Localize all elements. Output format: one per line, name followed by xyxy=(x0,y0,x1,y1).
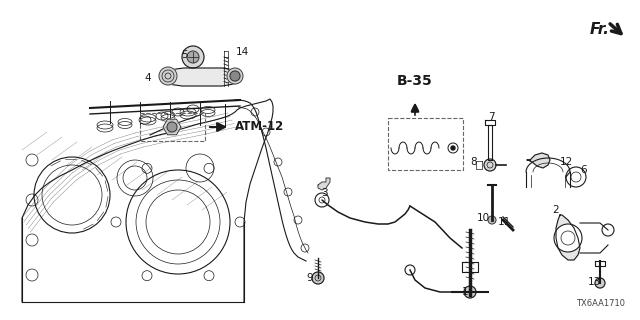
Polygon shape xyxy=(163,119,181,135)
Text: 1: 1 xyxy=(461,287,468,297)
Circle shape xyxy=(230,71,240,81)
Circle shape xyxy=(464,286,476,298)
Text: 11: 11 xyxy=(497,217,511,227)
Text: 7: 7 xyxy=(488,112,494,122)
Text: 12: 12 xyxy=(559,157,573,167)
Text: 13: 13 xyxy=(588,277,600,287)
Text: 6: 6 xyxy=(580,165,588,175)
Circle shape xyxy=(488,216,496,224)
Circle shape xyxy=(595,278,605,288)
Polygon shape xyxy=(527,153,550,168)
Bar xyxy=(140,113,205,141)
Circle shape xyxy=(227,68,243,84)
Circle shape xyxy=(451,146,455,150)
Circle shape xyxy=(165,73,171,79)
Text: TX6AA1710: TX6AA1710 xyxy=(576,299,625,308)
Text: 4: 4 xyxy=(145,73,151,83)
Text: ATM-12: ATM-12 xyxy=(235,121,284,133)
Circle shape xyxy=(187,51,199,63)
Text: 8: 8 xyxy=(470,157,477,167)
Circle shape xyxy=(554,224,582,252)
Text: 9: 9 xyxy=(307,273,314,283)
Bar xyxy=(388,118,463,170)
Circle shape xyxy=(167,122,177,132)
Circle shape xyxy=(159,67,177,85)
Text: 14: 14 xyxy=(236,47,248,57)
Polygon shape xyxy=(318,178,330,190)
Text: Fr.: Fr. xyxy=(590,22,610,37)
Polygon shape xyxy=(556,215,580,260)
Polygon shape xyxy=(162,68,242,86)
Circle shape xyxy=(162,70,174,82)
Text: 10: 10 xyxy=(476,213,490,223)
Text: 3: 3 xyxy=(321,188,327,198)
Circle shape xyxy=(312,272,324,284)
Circle shape xyxy=(182,46,204,68)
Text: 2: 2 xyxy=(553,205,559,215)
Circle shape xyxy=(484,159,496,171)
Text: 5: 5 xyxy=(182,50,188,60)
Text: B-35: B-35 xyxy=(397,74,433,88)
